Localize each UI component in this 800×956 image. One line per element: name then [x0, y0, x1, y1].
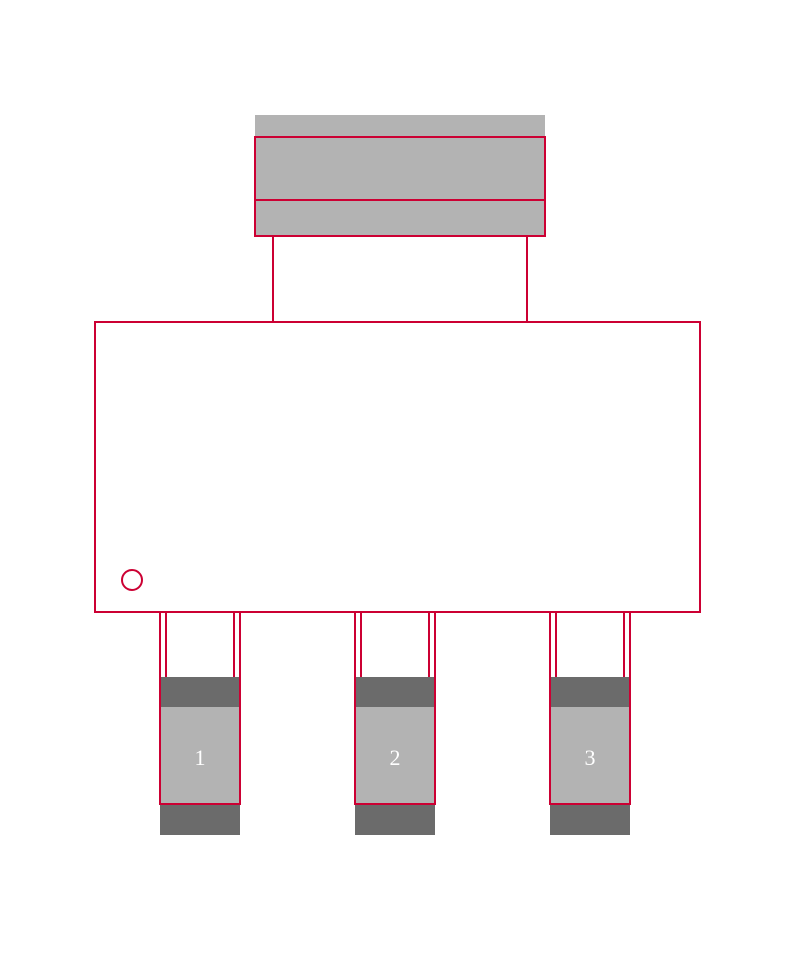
footprint-canvas: 1 2 3	[0, 0, 800, 956]
pin-label-3: 3	[585, 745, 596, 770]
pin-label-2: 2	[390, 745, 401, 770]
labels-layer: 1 2 3	[195, 745, 596, 770]
pin1-marker-circle	[122, 570, 142, 590]
pads-layer	[160, 115, 630, 835]
pin-label-1: 1	[195, 745, 206, 770]
